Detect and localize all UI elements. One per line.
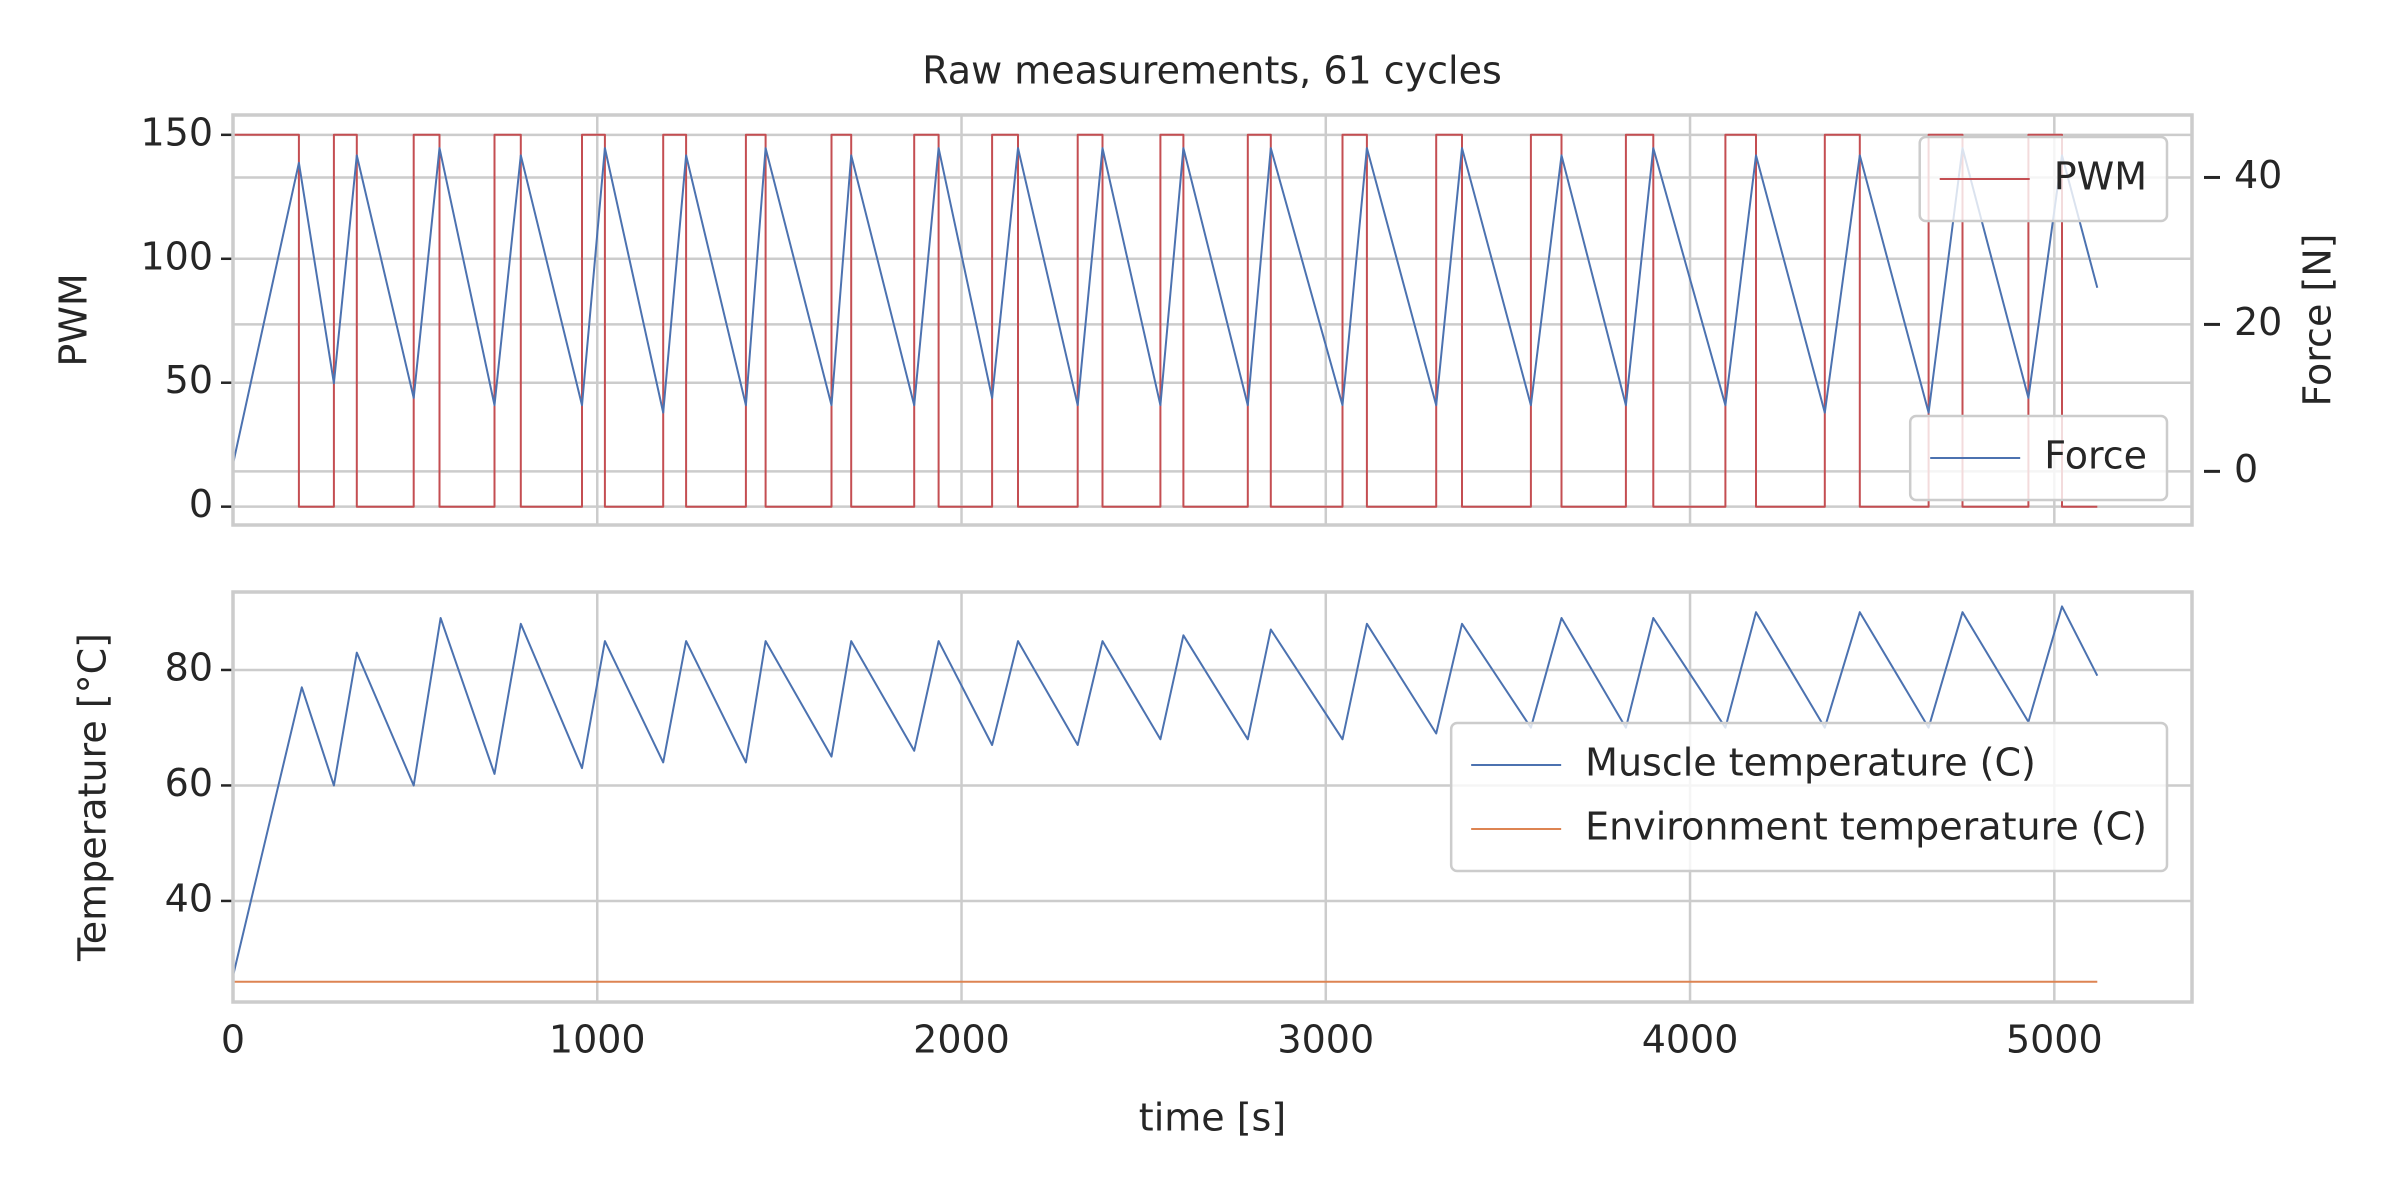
legend: Muscle temperature (C) Environment temper… [1449,721,2169,873]
x-tick-label: 4000 [1642,1018,1739,1062]
legend-box [1449,721,2169,873]
y-axis-label: Temperature [°C] [71,633,115,962]
y-axis-label: PWM [52,273,96,366]
x-tick-label: 2000 [913,1018,1010,1062]
legend-label: Muscle temperature (C) [1585,741,2036,785]
legend-box [1918,135,2169,223]
y2-tick-label: 0 [2234,447,2258,491]
legend-label: PWM [2054,155,2147,199]
legend-box [1908,414,2169,502]
data-line [233,133,2098,508]
y2-tick-label: 20 [2234,300,2282,344]
y-tick-label: 100 [140,234,213,278]
x-tick-label: 3000 [1277,1018,1374,1062]
x-tick-label: 5000 [2006,1018,2103,1062]
y-tick-label: 40 [165,876,213,920]
legend-label: Force [2044,434,2147,478]
legend: PWM [1918,135,2169,223]
data-line [232,605,2099,977]
y-tick-label: 60 [165,761,213,805]
x-axis-label: time [s] [1139,1096,1286,1140]
data-line [232,147,2099,465]
legend: Force [1908,414,2169,502]
chart-title: Raw measurements, 61 cycles [922,49,1502,93]
y2-axis-label: Force [N] [2296,234,2340,407]
x-tick-label: 1000 [549,1018,646,1062]
y-tick-label: 0 [189,482,213,526]
y-tick-label: 50 [165,358,213,402]
plot-frame [231,590,2194,1004]
x-tick-label: 0 [221,1018,245,1062]
y-tick-label: 150 [140,110,213,154]
y-tick-label: 80 [165,645,213,689]
plot-frame [231,113,2194,527]
y2-tick-label: 40 [2234,153,2282,197]
legend-label: Environment temperature (C) [1585,805,2147,849]
